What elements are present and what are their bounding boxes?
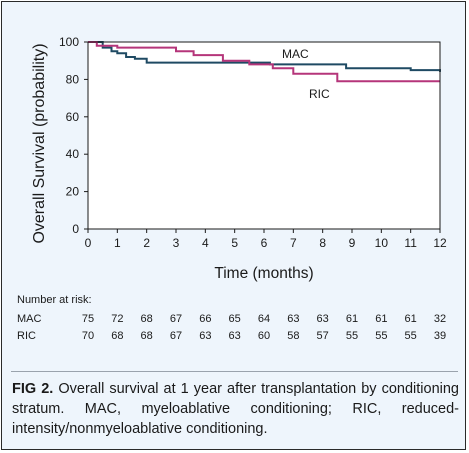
x-tick-label: 11 [404, 236, 417, 250]
risk-cell: 63 [317, 313, 329, 325]
x-tick-label: 8 [319, 236, 326, 250]
risk-cell: 63 [199, 330, 211, 342]
risk-cell: 63 [229, 330, 241, 342]
risk-cell: 68 [111, 330, 123, 342]
risk-cell: 67 [170, 330, 182, 342]
caption-divider [11, 371, 458, 372]
x-tick-label: 3 [173, 236, 180, 250]
risk-cell: 55 [405, 330, 417, 342]
x-tick-label: 4 [202, 236, 209, 250]
y-tick-label: 0 [72, 222, 79, 236]
risk-cell: 63 [287, 313, 299, 325]
series-line-ric [88, 41, 440, 83]
y-axis-label: Overall Survival (probability) [31, 43, 48, 243]
y-tick-label: 60 [66, 110, 80, 124]
caption-text: Overall survival at 1 year after transpl… [12, 381, 459, 437]
risk-cell: 39 [434, 330, 446, 342]
risk-cell: 61 [405, 313, 417, 325]
risk-cell: 68 [141, 313, 153, 325]
series-label-mac: MAC [282, 47, 309, 61]
x-tick-label: 7 [290, 236, 297, 250]
x-tick-label: 0 [85, 236, 92, 250]
risk-cell: 58 [287, 330, 299, 342]
x-tick-label: 10 [375, 236, 389, 250]
x-tick-label: 6 [261, 236, 268, 250]
risk-cell: 60 [258, 330, 270, 342]
risk-cell: 65 [229, 313, 241, 325]
risk-cell: 72 [111, 313, 123, 325]
risk-row-label: RIC [17, 330, 36, 342]
x-tick-label: 12 [433, 236, 447, 250]
risk-cell: 66 [199, 313, 211, 325]
risk-cell: 70 [82, 330, 94, 342]
series-line-mac [88, 41, 441, 72]
risk-cell: 57 [317, 330, 329, 342]
risk-cell: 75 [82, 313, 94, 325]
y-tick-label: 80 [66, 72, 80, 86]
plot-area [88, 42, 440, 229]
risk-cell: 61 [346, 313, 358, 325]
risk-row-label: MAC [17, 313, 42, 325]
risk-cell: 68 [141, 330, 153, 342]
risk-cell: 32 [434, 313, 446, 325]
x-tick-label: 9 [349, 236, 356, 250]
risk-table-title: Number at risk: [17, 294, 92, 306]
x-tick-label: 2 [143, 236, 150, 250]
risk-cell: 64 [258, 313, 270, 325]
risk-cell: 55 [375, 330, 387, 342]
x-tick-label: 1 [114, 236, 121, 250]
y-tick-label: 100 [59, 35, 79, 49]
series-label-ric: RIC [309, 87, 330, 101]
figure-caption: FIG 2. Overall survival at 1 year after … [12, 379, 459, 439]
x-tick-label: 5 [231, 236, 238, 250]
y-tick-label: 40 [66, 147, 80, 161]
risk-cell: 61 [375, 313, 387, 325]
risk-cell: 55 [346, 330, 358, 342]
caption-label: FIG 2. [12, 381, 54, 397]
x-axis-label: Time (months) [214, 265, 313, 282]
y-tick-label: 20 [66, 185, 80, 199]
risk-cell: 67 [170, 313, 182, 325]
